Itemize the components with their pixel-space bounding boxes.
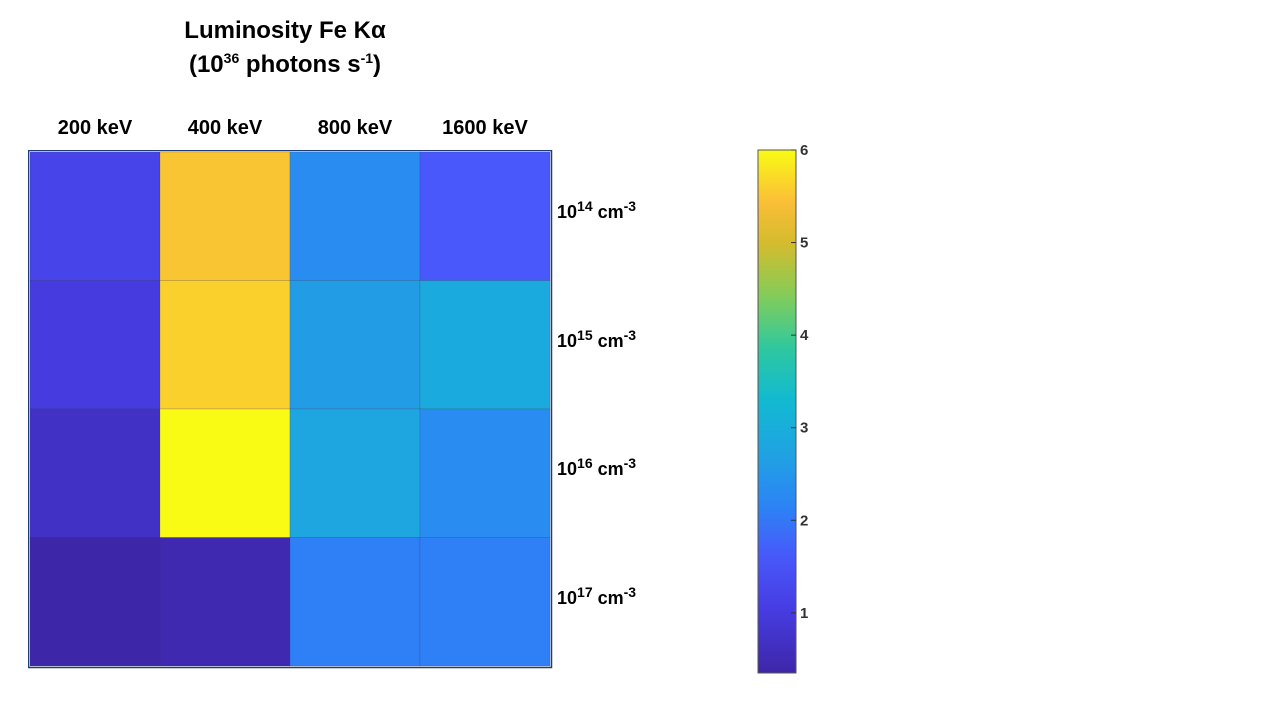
heatmap-cell-r3-c2	[289, 537, 421, 667]
heatmap	[28, 150, 553, 669]
chart-title-line1: Luminosity Fe Kα	[184, 17, 386, 44]
row-label: 1016 cm-3	[557, 455, 637, 480]
heatmap-cell-r3-c1	[159, 537, 291, 667]
row-label: 1015 cm-3	[557, 326, 637, 351]
title-unit-exponent: -1	[360, 50, 374, 66]
title-unit: photons s	[239, 51, 361, 78]
title-suffix: )	[373, 51, 382, 78]
heatmap-cell-r0-c0	[29, 151, 161, 281]
heatmap-cell-r2-c3	[419, 408, 551, 538]
colorbar-tick-label: 5	[800, 235, 808, 252]
heatmap-cell-r2-c1	[159, 408, 291, 538]
row-label: 1014 cm-3	[557, 198, 637, 223]
chart-title: Luminosity Fe Kα (1036 photons s-1)	[150, 14, 420, 82]
colorbar: 1 2 3 4 5 6	[757, 142, 809, 674]
row-label: 1017 cm-3	[557, 583, 637, 608]
colorbar-tick-label: 1	[800, 605, 808, 622]
colorbar-tick-label: 6	[800, 142, 808, 159]
column-label: 200 keV	[57, 117, 133, 139]
colorbar-gradient	[757, 149, 797, 674]
column-label: 400 keV	[187, 117, 263, 139]
column-label: 800 keV	[317, 117, 393, 139]
heatmap-cell-r1-c0	[29, 280, 161, 410]
heatmap-cell-r0-c3	[419, 151, 551, 281]
title-exponent: 36	[223, 50, 240, 66]
heatmap-cell-r1-c1	[159, 280, 291, 410]
colorbar-tick-label: 3	[800, 420, 808, 437]
heatmap-cell-r3-c3	[419, 537, 551, 667]
colorbar-tick-label: 4	[800, 327, 809, 344]
heatmap-cell-r1-c3	[419, 280, 551, 410]
heatmap-cell-r1-c2	[289, 280, 421, 410]
heatmap-cell-r3-c0	[29, 537, 161, 667]
heatmap-cell-r0-c1	[159, 151, 291, 281]
chart-title-line2: (1036 photons s-1)	[150, 48, 420, 82]
heatmap-cell-r2-c2	[289, 408, 421, 538]
heatmap-cell-r2-c0	[29, 408, 161, 538]
heatmap-cell-r0-c2	[289, 151, 421, 281]
colorbar-tick-label: 2	[800, 512, 808, 529]
title-prefix: (10	[188, 51, 224, 78]
column-label: 1600 keV	[442, 117, 528, 139]
